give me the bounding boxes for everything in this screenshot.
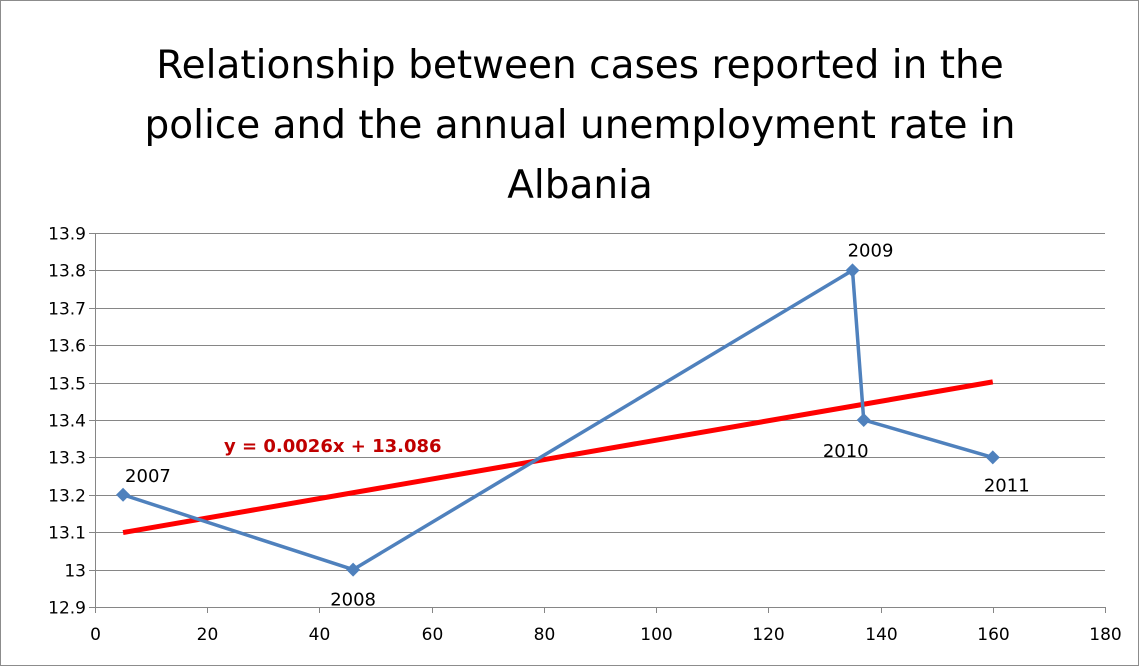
data-point-marker <box>985 450 1000 465</box>
x-tick-label: 0 <box>90 625 101 645</box>
data-point-marker <box>346 562 361 577</box>
y-tick-label: 13.8 <box>48 262 86 282</box>
x-tick-label: 80 <box>534 625 556 645</box>
data-label: 2007 <box>125 466 171 487</box>
gridlines <box>95 233 1105 571</box>
chart-title: Relationship between cases reported in t… <box>60 36 1100 216</box>
trendline <box>122 379 994 536</box>
y-tick-label: 13 <box>64 562 86 582</box>
axes <box>89 233 1106 613</box>
data-label: 2011 <box>984 475 1030 496</box>
x-tick-label: 20 <box>197 625 219 645</box>
y-tick-label: 13.9 <box>48 225 86 245</box>
y-tick-label: 13.2 <box>48 487 86 507</box>
y-tick-label: 13.6 <box>48 337 86 357</box>
x-tick-label: 180 <box>1089 625 1121 645</box>
x-tick-label: 140 <box>865 625 897 645</box>
chart-title-line-2: police and the annual unemployment rate … <box>144 103 1016 148</box>
y-tick-label: 13.3 <box>48 449 86 469</box>
data-label: 2009 <box>848 240 894 261</box>
trendline-equation: y = 0.0026x + 13.086 <box>224 436 441 457</box>
x-tick-label: 100 <box>640 625 672 645</box>
data-point-marker <box>116 487 131 502</box>
trendline-layer <box>122 379 994 536</box>
data-label: 2010 <box>823 441 869 462</box>
x-tick-label: 120 <box>752 625 784 645</box>
series-layer <box>116 263 1000 577</box>
data-point-marker <box>856 413 871 427</box>
x-tick-label: 40 <box>309 625 331 645</box>
y-tick-label: 13.4 <box>48 412 86 432</box>
x-tick-label: 60 <box>422 625 444 645</box>
chart-title-line-3: Albania <box>507 163 653 208</box>
y-tick-label: 13.7 <box>48 300 86 320</box>
data-label: 2008 <box>330 590 376 611</box>
x-tick-label: 160 <box>977 625 1009 645</box>
chart-title-line-1: Relationship between cases reported in t… <box>156 43 1004 88</box>
y-tick-label: 12.9 <box>48 599 86 619</box>
y-tick-label: 13.5 <box>48 375 86 395</box>
y-tick-label: 13.1 <box>48 524 86 544</box>
labels-layer: 12.9 13 13.1 13.2 13.3 13.4 13.5 13.6 13.7 13.8 13… <box>48 225 1122 646</box>
data-point-marker <box>845 263 860 278</box>
